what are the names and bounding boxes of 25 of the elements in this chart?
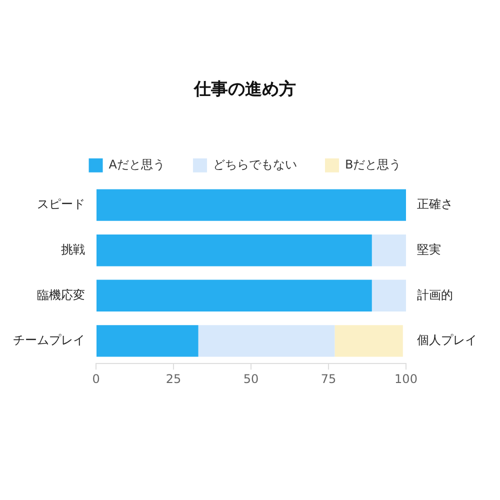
y-tick-label: チームプレイ: [13, 333, 85, 348]
bar: [372, 280, 406, 312]
x-tick-label: 75: [320, 372, 336, 386]
y-tick-label: 挑戦: [61, 242, 85, 256]
x-tick-label: 25: [166, 372, 182, 386]
bar: [96, 325, 198, 357]
x-tick-label: 100: [394, 372, 418, 386]
chart-title: 仕事の進め方: [193, 80, 296, 100]
bar: [96, 234, 372, 266]
y-tick-label: 臨機応変: [37, 288, 85, 302]
y2-tick-label: 個人プレイ: [417, 333, 477, 348]
bar: [96, 189, 406, 221]
legend-label: どちらでもない: [212, 158, 297, 172]
legend-label: Aだと思う: [108, 158, 165, 172]
y2-tick-label: 正確さ: [417, 197, 453, 212]
x-tick-label: 0: [92, 372, 100, 386]
y2-tick-label: 堅実: [417, 242, 441, 256]
bar: [334, 325, 403, 357]
legend-label: Bだと思う: [344, 158, 402, 172]
y2-tick-label: 計画的: [417, 288, 453, 302]
bar: [96, 280, 372, 312]
bar: [372, 234, 406, 266]
bar: [198, 325, 335, 357]
y-tick-label: スピード: [37, 197, 85, 212]
x-tick-label: 50: [243, 372, 259, 386]
